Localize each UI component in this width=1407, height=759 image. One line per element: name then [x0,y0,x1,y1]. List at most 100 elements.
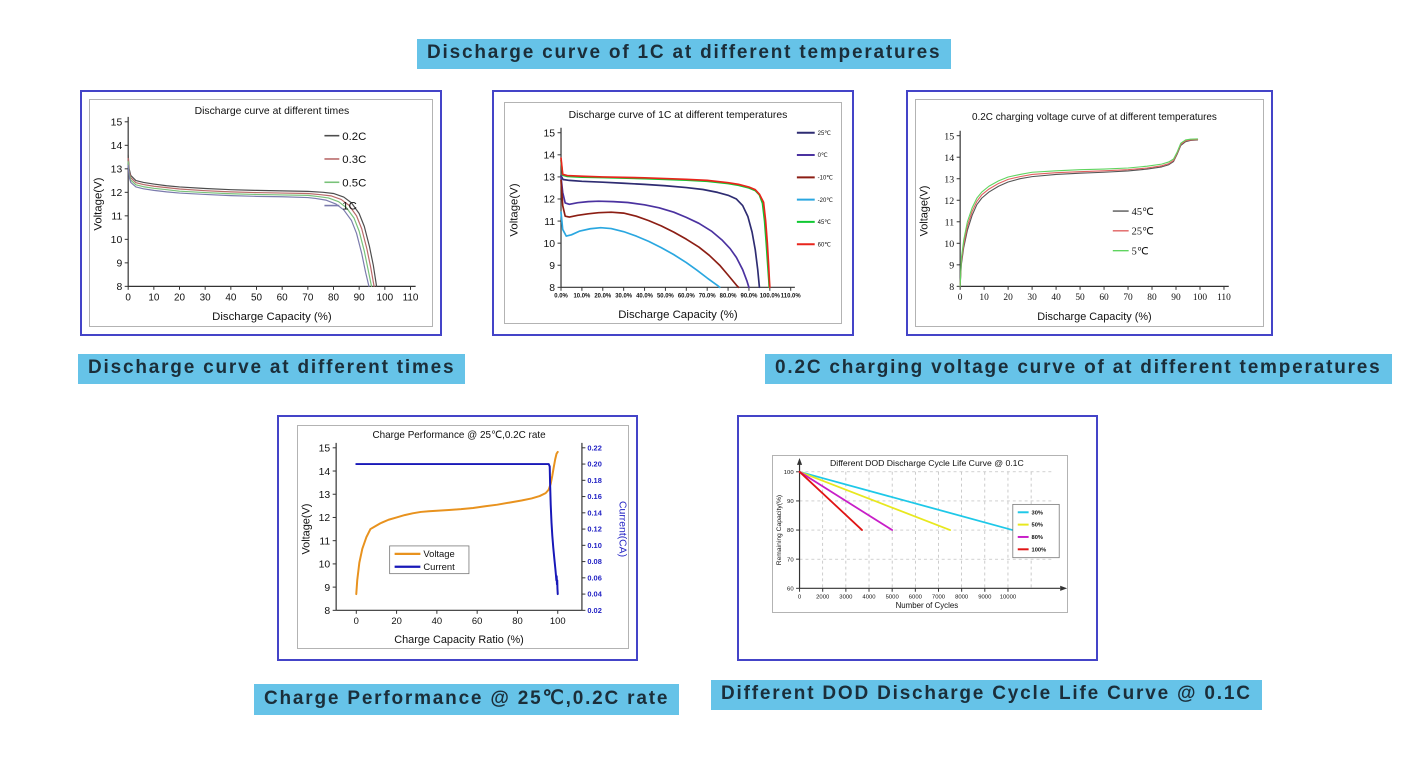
y-axis-label: Voltage(V) [508,183,520,236]
legend-label: 45℃ [1132,207,1154,218]
y-tick-label: 9 [116,259,122,270]
chart-card-charge-performance: 0 20 40 60 80 100 8 9 10 11 12 13 14 15 0.02 0.04 0.06 0.… [277,415,638,661]
y2-tick-label: 0.18 [587,476,601,485]
x-tick-label: 40 [432,615,442,626]
y-tick-label: 8 [116,282,122,293]
y-tick-label: 90 [787,499,794,505]
y-tick-label: 13 [944,174,954,185]
legend-label: 1C [342,201,357,213]
x-axis-label: Discharge Capacity (%) [618,309,738,321]
y-tick-label: 60 [787,586,794,592]
banner-cycle-life: Different DOD Discharge Cycle Life Curve… [711,680,1262,710]
x-axis-arrow [1060,585,1067,591]
x-tick-label: 6000 [909,595,923,601]
y-tick-label: 11 [319,536,330,547]
series-Current [355,463,559,596]
x-tick-label: 70 [1123,293,1133,303]
charging-voltage-chart: 0 10 20 30 40 50 60 70 80 90 100 110 8 9 10 11 12 13 14 15 0… [918,112,1231,323]
legend-label: 30% [1032,510,1043,516]
y-tick-label: 14 [111,141,123,152]
legend-label: 0.3C [342,154,366,166]
y-tick-label: 11 [111,212,122,223]
y-tick-label: 15 [944,131,954,142]
x-tick-label: 80 [1147,293,1157,303]
x-tick-label: 110 [403,293,419,304]
y-tick-label: 10 [319,560,331,571]
series-30% [798,470,1014,531]
series-0.3C [127,157,375,287]
y-axis-arrow [796,457,803,465]
x-tick-label: 10.0% [573,294,591,300]
x-tick-label: 3000 [839,595,853,601]
y-tick-label: 12 [111,188,123,199]
series-25C [959,139,1199,287]
x-tick-label: 60 [277,293,289,304]
legend-label: 80% [1032,535,1043,541]
legend-label: 60℃ [818,242,832,248]
y2-tick-label: 0.22 [587,443,601,452]
y-tick-label: 12 [319,513,331,524]
banner-top-title: Discharge curve of 1C at different tempe… [417,39,952,69]
y-tick-label: 9 [549,261,555,272]
x-tick-label: 4000 [862,595,876,601]
x-axis-label: Discharge Capacity (%) [212,311,332,323]
y-tick-label: 8 [949,282,954,293]
series--20C [560,211,721,289]
x-tick-label: 60 [472,615,482,626]
y2-tick-label: 0.04 [587,590,602,599]
legend-label: 0.5C [342,177,366,189]
banner-discharge-times: Discharge curve at different times [78,354,466,384]
y-tick-label: 10 [111,235,123,246]
legend-label: -10℃ [818,175,834,181]
y-tick-label: 15 [111,118,123,129]
x-tick-label: 60.0% [678,294,696,300]
chart-card-discharge-times: 0 10 20 30 40 50 60 70 80 90 100 110 8 9 10 11 12 13 14 15 D… [80,90,442,336]
chart-title: Charge Performance @ 25℃,0.2C rate [372,430,546,441]
x-tick-label: 110.0% [781,294,802,300]
banner-charging-voltage: 0.2C charging voltage curve of at differ… [765,354,1392,384]
x-tick-label: 50 [1075,293,1085,303]
x-tick-label: 0 [958,293,963,303]
legend-label: 0.2C [342,131,366,143]
x-tick-label: 30 [200,293,212,304]
legend-label: 5℃ [1132,246,1149,257]
y-tick-label: 13 [319,490,331,501]
series-0.5C [127,161,373,287]
discharge-temperatures-chart: 0.0% 10.0% 20.0% 30.0% 40.0% 50.0% 60.0% 70.0% 8… [508,110,834,321]
y-tick-label: 11 [945,217,955,228]
x-tick-label: 60 [1099,293,1109,303]
y2-tick-label: 0.14 [587,508,602,517]
legend-box [389,545,470,575]
x-tick-label: 40 [1051,293,1061,303]
legend-label: Voltage [423,548,454,559]
y-tick-label: 8 [549,283,555,294]
y2-tick-label: 0.02 [587,606,601,615]
chart-panel: 0.0% 10.0% 20.0% 30.0% 40.0% 50.0% 60.0% 70.0% 8… [504,102,842,324]
charge-performance-chart: 0 20 40 60 80 100 8 9 10 11 12 13 14 15 0.02 0.04 0.06 0.… [300,430,627,646]
chart-title: Discharge curve at different times [195,106,350,117]
legend-label: Current [423,561,455,572]
x-tick-label: 90 [1171,293,1181,303]
x-tick-label: 100 [550,615,566,626]
y-tick-label: 13 [111,165,123,176]
x-axis-label: Charge Capacity Ratio (%) [394,634,524,646]
x-tick-label: 10000 [1000,595,1017,601]
y2-tick-label: 0.16 [587,492,601,501]
x-tick-label: 50 [251,293,263,304]
legend-label: -20℃ [818,198,834,204]
legend-label: 25℃ [1132,227,1154,238]
x-tick-label: 100.0% [760,294,781,300]
y2-tick-label: 0.06 [587,573,601,582]
chart-title: Discharge curve of 1C at different tempe… [569,110,788,121]
x-tick-label: 70.0% [699,294,717,300]
y2-tick-label: 0.12 [587,525,601,534]
x-tick-label: 40.0% [636,294,654,300]
y-tick-label: 12 [544,195,556,206]
x-tick-label: 0 [798,595,802,601]
legend-label: 0℃ [818,153,828,159]
series-45C [959,139,1199,287]
y-tick-label: 14 [544,151,556,162]
y-tick-label: 15 [544,128,556,139]
x-tick-label: 100 [1193,293,1207,303]
y-tick-label: 14 [319,467,331,478]
